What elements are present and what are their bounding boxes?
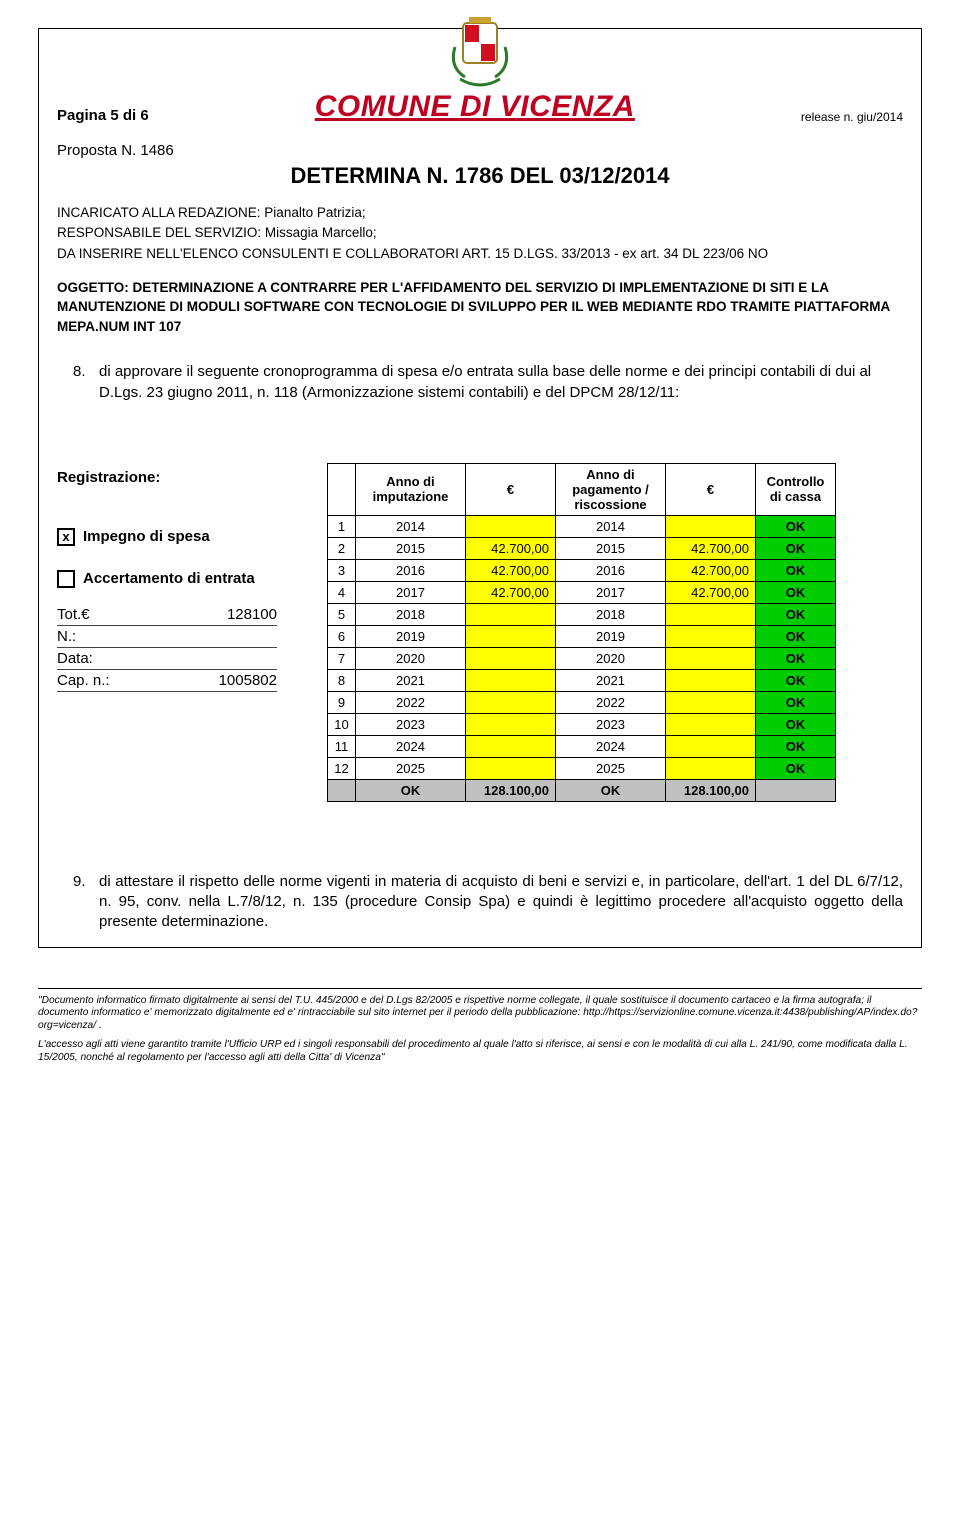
table-row: 120142014OK (328, 515, 836, 537)
table-row: 720202020OK (328, 647, 836, 669)
release-label: release n. giu/2014 (801, 110, 903, 124)
incaricato-line: INCARICATO ALLA REDAZIONE: Pianalto Patr… (57, 203, 903, 223)
page-number: Pagina 5 di 6 (57, 107, 149, 124)
registration-label: Registrazione: (57, 469, 160, 486)
table-row: 920222022OK (328, 691, 836, 713)
th-euro-1: € (466, 463, 556, 515)
table-row: 1020232023OK (328, 713, 836, 735)
oggetto-block: OGGETTO: DETERMINAZIONE A CONTRARRE PER … (57, 278, 903, 337)
impegno-row: x Impegno di spesa (57, 528, 317, 546)
para9-text: di attestare il rispetto delle norme vig… (99, 872, 903, 933)
crest-wrap (57, 17, 903, 100)
table-header-row: Anno di imputazione € Anno di pagamento … (328, 463, 836, 515)
tot-row: Tot.€ 128100 (57, 604, 277, 626)
para9-num: 9. (73, 872, 99, 933)
footer-rule (38, 988, 922, 989)
para8-text: di approvare il seguente cronoprogramma … (99, 362, 903, 403)
th-controllo: Controllo di cassa (756, 463, 836, 515)
data-label: Data: (57, 650, 93, 667)
table-row: 620192019OK (328, 625, 836, 647)
footer-p2: L'accesso agli atti viene garantito tram… (38, 1039, 922, 1065)
municipality-title: COMUNE DI VICENZA (315, 90, 635, 124)
header-row: Pagina 5 di 6 COMUNE DI VICENZA release … (57, 90, 903, 124)
cap-value: 1005802 (219, 672, 277, 689)
registration-block: Registrazione: x Impegno di spesa Accert… (57, 463, 903, 802)
accertamento-checkbox (57, 570, 75, 588)
n-row: N.: (57, 626, 277, 648)
tot-label: Tot.€ (57, 606, 90, 623)
paragraph-8: 8. di approvare il seguente cronoprogram… (73, 362, 903, 403)
paragraph-9: 9. di attestare il rispetto delle norme … (73, 872, 903, 933)
th-anno-imputazione: Anno di imputazione (356, 463, 466, 515)
table-row: 2201542.700,00201542.700,00OK (328, 537, 836, 559)
n-label: N.: (57, 628, 76, 645)
table-row: 520182018OK (328, 603, 836, 625)
registration-left: Registrazione: x Impegno di spesa Accert… (57, 463, 317, 692)
meta-block: INCARICATO ALLA REDAZIONE: Pianalto Patr… (57, 203, 903, 264)
th-euro-2: € (666, 463, 756, 515)
footer-p1: "Documento informatico firmato digitalme… (38, 995, 922, 1033)
proposta-number: Proposta N. 1486 (57, 142, 903, 159)
impegno-checkbox: x (57, 528, 75, 546)
table-totals-row: OK128.100,00OK128.100,00 (328, 779, 836, 801)
crest-icon (445, 17, 515, 100)
accertamento-row: Accertamento di entrata (57, 570, 317, 588)
cap-row: Cap. n.: 1005802 (57, 670, 277, 692)
cronoprogramma-table: Anno di imputazione € Anno di pagamento … (327, 463, 836, 802)
para8-num: 8. (73, 362, 99, 403)
impegno-label: Impegno di spesa (83, 528, 210, 545)
determina-title: DETERMINA N. 1786 DEL 03/12/2014 (57, 163, 903, 189)
page-frame: Pagina 5 di 6 COMUNE DI VICENZA release … (38, 28, 922, 948)
cap-label: Cap. n.: (57, 672, 110, 689)
th-anno-pagamento: Anno di pagamento / riscossione (556, 463, 666, 515)
table-row: 1220252025OK (328, 757, 836, 779)
table-row: 4201742.700,00201742.700,00OK (328, 581, 836, 603)
table-row: 1120242024OK (328, 735, 836, 757)
tot-value: 128100 (227, 606, 277, 623)
data-row: Data: (57, 648, 277, 670)
table-row: 820212021OK (328, 669, 836, 691)
elenco-line: DA INSERIRE NELL'ELENCO CONSULENTI E COL… (57, 244, 903, 264)
responsabile-line: RESPONSABILE DEL SERVIZIO: Missagia Marc… (57, 223, 903, 243)
table-row: 3201642.700,00201642.700,00OK (328, 559, 836, 581)
footer-block: "Documento informatico firmato digitalme… (38, 988, 922, 1065)
accertamento-label: Accertamento di entrata (83, 570, 255, 587)
